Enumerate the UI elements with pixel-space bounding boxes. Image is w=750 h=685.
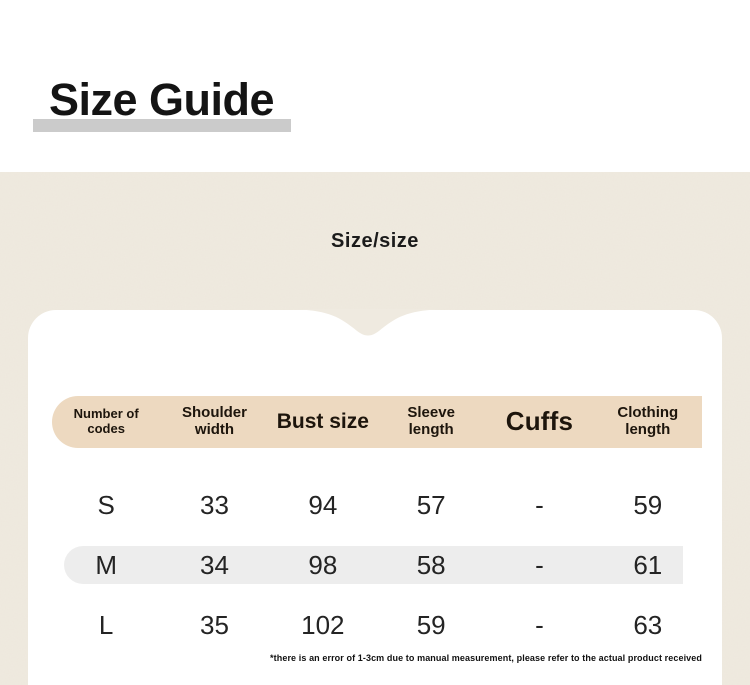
size-label: M	[95, 549, 117, 580]
measurement-disclaimer: *there is an error of 1-3cm due to manua…	[270, 653, 702, 663]
page-title: Size Guide	[49, 74, 275, 125]
column-header-label: Clothing length	[617, 404, 679, 438]
bust-size-value: 98	[308, 549, 338, 580]
table-body: S 33 94 57 - 59 M 34 98 58 - 61 L 35 102…	[52, 475, 702, 655]
column-header-label: Number of codes	[73, 406, 139, 436]
panel-top-notch	[293, 309, 443, 336]
table-row-size-l: L 35 102 59 - 63	[52, 595, 702, 655]
shoulder-width-value: 33	[200, 489, 229, 520]
table-row-size-s: S 33 94 57 - 59	[52, 475, 702, 535]
table-header-row: Number of codes Shoulder width Bust size…	[52, 396, 702, 448]
cuffs-value: -	[535, 489, 544, 520]
shoulder-width-value: 35	[200, 609, 229, 640]
cuffs-value: -	[535, 609, 544, 640]
size-table-panel: Number of codes Shoulder width Bust size…	[28, 309, 722, 685]
column-header-sleeve-length: Sleeve length	[377, 396, 485, 448]
cuffs-value: -	[535, 549, 544, 580]
column-header-label: Cuffs	[505, 406, 574, 437]
column-header-label: Bust size	[276, 410, 369, 434]
sleeve-length-value: 59	[416, 609, 446, 640]
column-header-label: Sleeve length	[407, 404, 455, 438]
shoulder-width-value: 34	[200, 549, 229, 580]
column-header-label: Shoulder width	[181, 404, 247, 438]
hero-section: Size Guide	[0, 0, 750, 172]
bust-size-value: 94	[308, 489, 338, 520]
sleeve-length-value: 57	[416, 489, 446, 520]
column-header-number-of-codes: Number of codes	[52, 396, 160, 448]
column-header-bust-size: Bust size	[269, 396, 377, 448]
size-label: L	[98, 609, 114, 640]
section-subtitle: Size/size	[331, 230, 419, 252]
clothing-length-value: 59	[633, 489, 663, 520]
clothing-length-value: 63	[633, 609, 663, 640]
size-label: S	[97, 489, 115, 520]
title-highlight-bar	[33, 119, 291, 132]
column-header-shoulder-width: Shoulder width	[160, 396, 268, 448]
bust-size-value: 102	[301, 609, 345, 640]
sleeve-length-value: 58	[416, 549, 446, 580]
table-row-size-m: M 34 98 58 - 61	[52, 535, 702, 595]
clothing-length-value: 61	[633, 549, 663, 580]
column-header-clothing-length: Clothing length	[594, 396, 702, 448]
column-header-cuffs: Cuffs	[485, 396, 593, 448]
